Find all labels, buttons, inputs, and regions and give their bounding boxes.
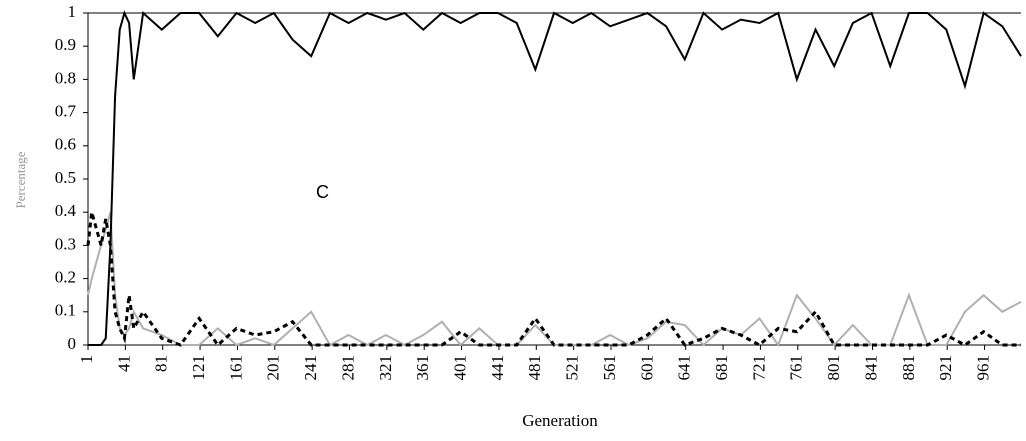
y-tick-label: 0.6 — [55, 135, 76, 154]
x-tick-label: 441 — [488, 355, 507, 381]
x-tick-label: 641 — [675, 355, 694, 381]
y-tick-label: 0.2 — [55, 268, 76, 287]
x-tick-label: 401 — [450, 355, 469, 381]
y-tick-label: 0.9 — [55, 35, 76, 54]
x-tick-label: 241 — [301, 355, 320, 381]
x-tick-label: 601 — [637, 355, 656, 381]
x-tick-label: 721 — [749, 355, 768, 381]
y-tick-label: 0.7 — [55, 102, 77, 121]
series-annotation: C — [316, 182, 329, 202]
x-tick-label: 881 — [899, 355, 918, 381]
x-tick-label: 681 — [712, 355, 731, 381]
y-tick-label: 0.1 — [55, 301, 76, 320]
y-tick-label: 1 — [68, 2, 77, 21]
x-tick-label: 561 — [600, 355, 619, 381]
x-axis-label: Generation — [522, 411, 598, 430]
x-tick-label: 521 — [563, 355, 582, 381]
x-tick-label: 1 — [77, 355, 96, 364]
x-tick-label: 481 — [525, 355, 544, 381]
x-tick-label: 761 — [787, 355, 806, 381]
series-line — [87, 211, 1022, 348]
y-tick-label: 0.3 — [55, 234, 76, 253]
series-line — [88, 10, 1022, 346]
x-tick-label: 361 — [413, 355, 432, 381]
x-tick-label: 41 — [114, 355, 133, 372]
x-tick-label: 961 — [973, 355, 992, 381]
x-tick-label: 201 — [264, 355, 283, 381]
y-tick-label: 0.4 — [55, 201, 77, 220]
x-tick-label: 281 — [338, 355, 357, 381]
y-tick-label: 0.5 — [55, 168, 76, 187]
x-tick-label: 161 — [226, 355, 245, 381]
x-tick-label: 921 — [936, 355, 955, 381]
x-tick-label: 81 — [152, 355, 171, 372]
x-tick-label: 841 — [861, 355, 880, 381]
series-line — [86, 211, 1021, 348]
y-tick-label: 0.8 — [55, 68, 76, 87]
x-tick-label: 321 — [376, 355, 395, 381]
x-tick-label: 801 — [824, 355, 843, 381]
y-axis-label: Percentage — [13, 151, 28, 208]
x-tick-label: 121 — [189, 355, 208, 381]
y-tick-label: 0 — [68, 334, 77, 353]
